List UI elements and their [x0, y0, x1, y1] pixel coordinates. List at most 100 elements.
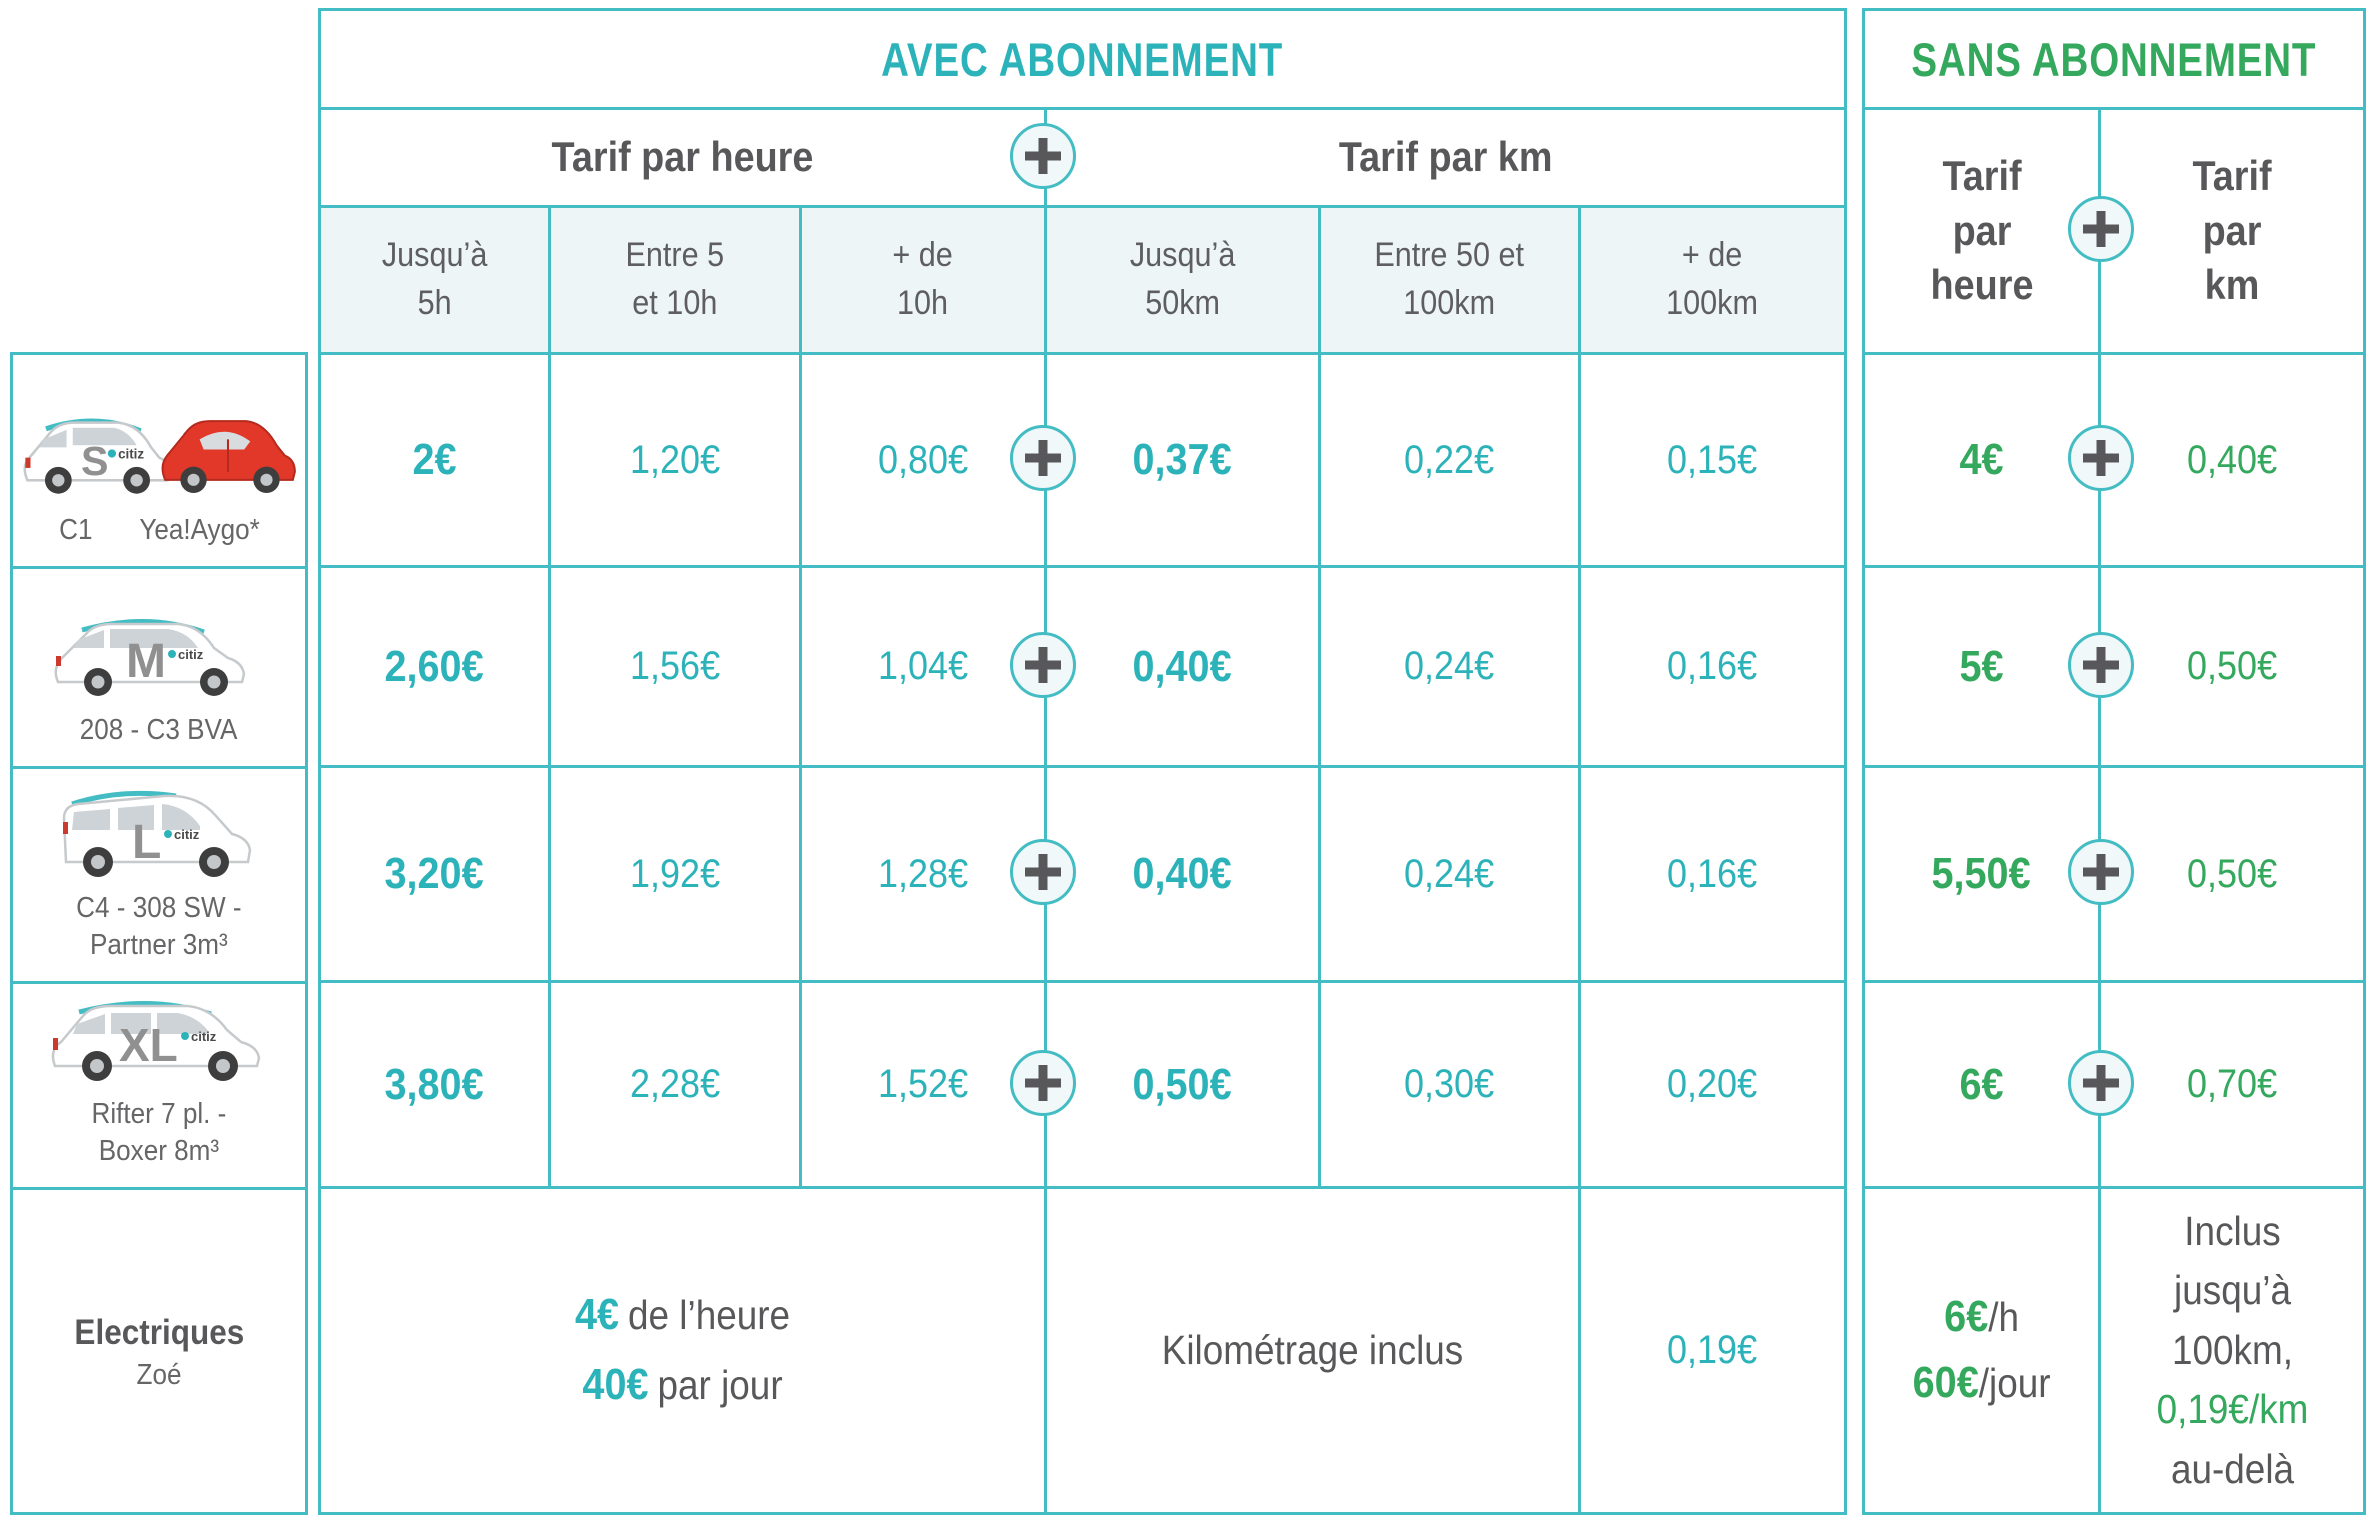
avec-km-header-cell: Tarif par km	[1044, 107, 1844, 205]
price-cell: 2,60€	[321, 565, 548, 765]
vehicle-s-red-car-icon	[161, 420, 296, 494]
vehicle-row-l: L citiz C4 - 308 SW - Partner 3m³	[13, 766, 305, 981]
price-cell: 0,24€	[1318, 565, 1578, 765]
plus-icon	[1010, 1050, 1076, 1116]
avec-km-header: Tarif par km	[1338, 133, 1553, 181]
sans-abonnement-table: SANS ABONNEMENT Tarif par heure Tarif pa…	[1862, 8, 2366, 1515]
vehicle-row-m: M citiz 208 - C3 BVA	[13, 566, 305, 766]
plus-icon	[2068, 632, 2134, 698]
citiz-logo-text: citiz	[118, 447, 144, 462]
price-cell: 1,28€	[799, 765, 1044, 980]
vehicle-l-van-icon: L citiz	[62, 790, 251, 877]
citiz-logo-text: citiz	[174, 827, 200, 842]
price-cell: 1,56€	[548, 565, 799, 765]
avec-title-cell: AVEC ABONNEMENT	[321, 11, 1844, 107]
electric-sans-km-cell: Inclus jusqu’à 100km, 0,19€/km au-delà	[2098, 1186, 2363, 1512]
vehicle-column: S citiz C1 Yea!Aygo*	[10, 352, 308, 1515]
vehicle-s-illustrations: S citiz	[13, 382, 305, 504]
price-cell: 0,40€	[2098, 352, 2363, 565]
sans-km-header: Tarif par km	[2192, 152, 2272, 309]
vehicle-size-badge: L	[132, 816, 161, 869]
sans-km-header-cell: Tarif par km	[2098, 107, 2363, 352]
electric-km-included: Kilométrage inclus	[1161, 1326, 1464, 1373]
electric-row-model: Zoé	[136, 1359, 182, 1392]
electric-hour-pricing-cell: 4€ de l’heure 40€ par jour	[321, 1186, 1044, 1512]
column-header-over-10h: + de 10h	[799, 205, 1044, 352]
price-cell: 1,04€	[799, 565, 1044, 765]
vehicle-m-car-icon: M citiz	[54, 619, 245, 697]
price-cell: 0,16€	[1578, 565, 1844, 765]
vehicle-model-label: C1	[58, 514, 93, 547]
citiz-pin-icon	[163, 829, 172, 838]
price-cell: 5,50€	[1865, 765, 2098, 980]
sans-title: SANS ABONNEMENT	[1911, 32, 2317, 86]
price-cell: 0,37€	[1044, 352, 1318, 565]
column-header-upto-50km: Jusqu’à 50km	[1044, 205, 1318, 352]
price-cell: 0,15€	[1578, 352, 1844, 565]
vehicle-model-label: Yea!Aygo*	[138, 514, 260, 547]
vehicle-size-badge: S	[81, 438, 108, 484]
avec-abonnement-table: AVEC ABONNEMENT Tarif par heure Tarif pa…	[318, 8, 1847, 1515]
plus-icon	[2068, 839, 2134, 905]
plus-icon	[2068, 196, 2134, 262]
vehicle-row-electric: Electriques Zoé	[13, 1187, 305, 1512]
citiz-pin-icon	[181, 1031, 189, 1040]
electric-sans-km-included: Inclus jusqu’à 100km,	[2171, 1207, 2293, 1373]
electric-row-title: Electriques	[74, 1312, 244, 1352]
vehicle-model-label: 208 - C3 BVA	[80, 714, 238, 747]
vehicle-model-label: C4 - 308 SW -	[76, 891, 242, 924]
avec-hour-header: Tarif par heure	[551, 133, 814, 181]
price-cell: 0,50€	[2098, 765, 2363, 980]
column-header-upto-5h: Jusqu’à 5h	[321, 205, 548, 352]
price-cell: 0,50€	[2098, 565, 2363, 765]
price-cell: 1,20€	[548, 352, 799, 565]
plus-icon	[2068, 1050, 2134, 1116]
price-cell: 0,30€	[1318, 980, 1578, 1186]
price-cell: 0,40€	[1044, 765, 1318, 980]
price-cell: 0,24€	[1318, 765, 1578, 980]
plus-icon	[1010, 839, 1076, 905]
avec-hour-header-cell: Tarif par heure	[321, 107, 1044, 205]
vehicle-row-xl: XL citiz Rifter 7 pl. - Boxer 8m³	[13, 981, 305, 1187]
price-cell: 0,40€	[1044, 565, 1318, 765]
vehicle-model-label: Rifter 7 pl. -	[91, 1097, 227, 1130]
electric-sans-hour-cell: 6€ /h 60€ /jour	[1865, 1186, 2098, 1512]
citiz-pin-icon	[167, 650, 176, 659]
avec-title: AVEC ABONNEMENT	[881, 32, 1284, 86]
column-header-over-100km: + de 100km	[1578, 205, 1844, 352]
citiz-logo-text: citiz	[178, 647, 204, 662]
electric-hour-price: 4€	[574, 1290, 619, 1340]
column-header-5-10h: Entre 5 et 10h	[548, 205, 799, 352]
price-cell: 0,80€	[799, 352, 1044, 565]
vehicle-size-badge: XL	[119, 1019, 178, 1071]
plus-icon	[1010, 425, 1076, 491]
sans-hour-header: Tarif par heure	[1930, 152, 2033, 309]
electric-sans-hour-price: 6€	[1944, 1292, 1989, 1342]
citiz-logo-text: citiz	[191, 1029, 217, 1044]
price-cell: 1,92€	[548, 765, 799, 980]
price-cell: 1,52€	[799, 980, 1044, 1186]
vehicle-s-white-car-icon: S citiz	[23, 418, 171, 495]
vehicle-model-label: Boxer 8m³	[98, 1135, 220, 1168]
vehicle-row-s: S citiz C1 Yea!Aygo*	[13, 355, 305, 566]
price-cell: 3,80€	[321, 980, 548, 1186]
price-cell: 0,50€	[1044, 980, 1318, 1186]
electric-sans-day-price: 60€	[1912, 1357, 1979, 1407]
sans-hour-header-cell: Tarif par heure	[1865, 107, 2098, 352]
vehicle-model-label: Partner 3m³	[90, 929, 228, 962]
electric-km-over-price: 0,19€	[1667, 1328, 1758, 1372]
citiz-pin-icon	[107, 449, 117, 458]
price-cell: 6€	[1865, 980, 2098, 1186]
plus-icon	[1010, 123, 1076, 189]
price-cell: 0,70€	[2098, 980, 2363, 1186]
vehicle-size-badge: M	[126, 635, 166, 688]
electric-sans-km-beyond: au-delà	[2170, 1445, 2294, 1492]
sans-title-cell: SANS ABONNEMENT	[1865, 11, 2363, 107]
price-cell: 4€	[1865, 352, 2098, 565]
price-cell: 0,20€	[1578, 980, 1844, 1186]
price-cell: 0,16€	[1578, 765, 1844, 980]
electric-km-included-cell: Kilométrage inclus	[1044, 1186, 1578, 1512]
electric-day-price: 40€	[582, 1359, 649, 1409]
column-header-50-100km: Entre 50 et 100km	[1318, 205, 1578, 352]
electric-sans-km-rate: 0,19€/km	[2156, 1386, 2308, 1433]
